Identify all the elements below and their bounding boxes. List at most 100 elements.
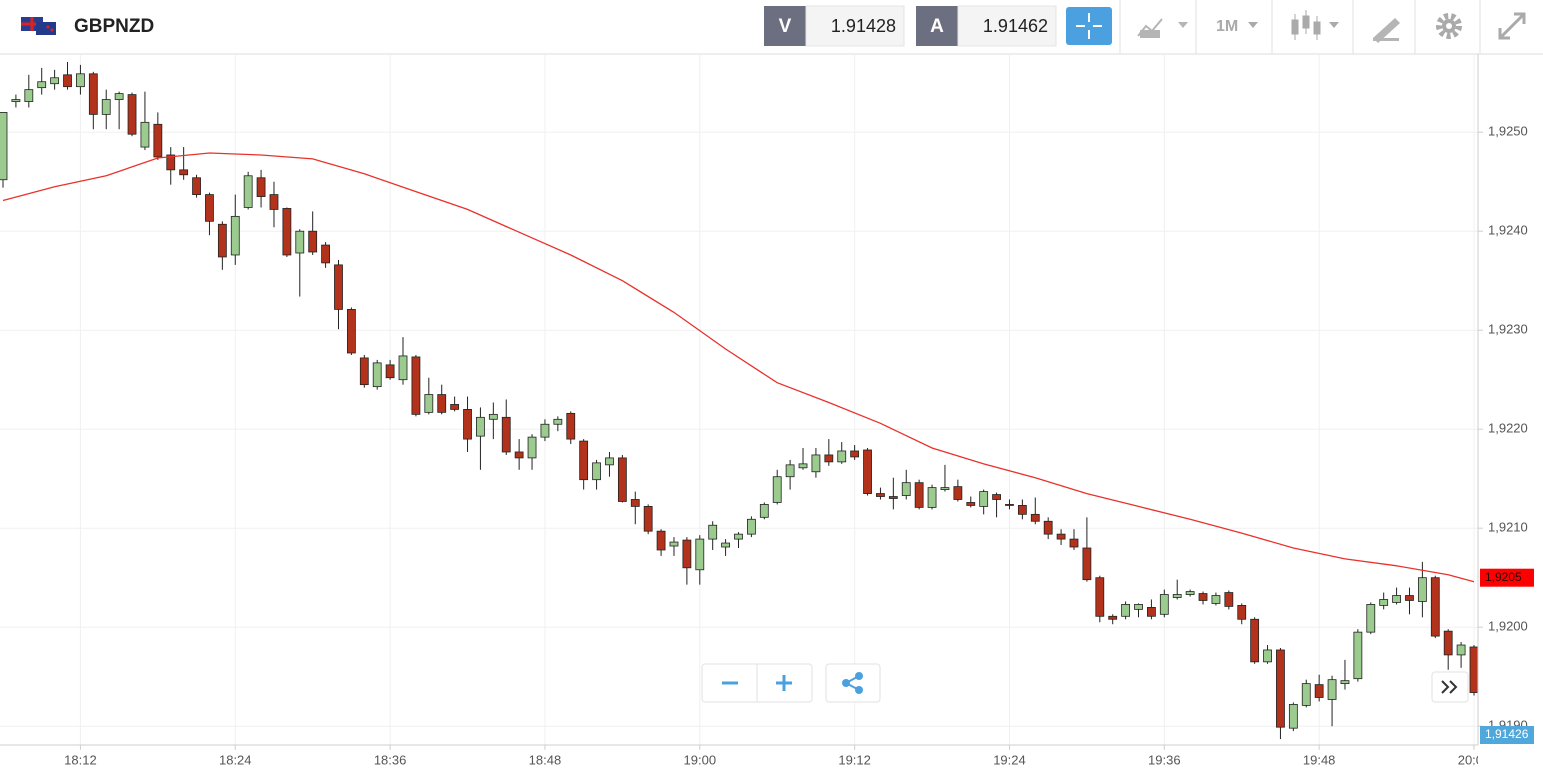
candle-body	[514, 451, 524, 459]
candle-body	[256, 177, 266, 197]
candle-body	[76, 73, 85, 88]
scroll-to-end-button[interactable]	[1431, 671, 1469, 703]
candle-body	[437, 394, 447, 413]
x-tick-label: 18:48	[529, 752, 562, 767]
timeframe-button[interactable]: 1M	[1216, 18, 1258, 35]
candle-body	[424, 394, 434, 413]
candle-body	[230, 215, 240, 256]
timeframe: 1M	[1216, 18, 1238, 35]
candle-body	[708, 524, 718, 540]
candle-body	[359, 357, 369, 386]
candle-body	[850, 450, 860, 458]
candle-body	[811, 454, 821, 473]
ask-label: A	[930, 16, 944, 37]
candle-body	[88, 73, 98, 115]
candle-body	[888, 496, 898, 499]
candle-body	[721, 542, 730, 548]
moving-average-line	[2, 152, 1475, 583]
candle-body	[1469, 646, 1478, 693]
candle-body	[1069, 538, 1079, 548]
chart-type-button[interactable]	[1137, 18, 1188, 38]
candle-body	[243, 175, 253, 208]
fullscreen-button[interactable]	[1498, 12, 1526, 40]
candle-body	[114, 93, 124, 100]
candle-body	[643, 506, 653, 532]
candle-body	[1043, 520, 1053, 535]
price-label-box	[1480, 568, 1534, 587]
candle-body	[759, 504, 769, 518]
candle-body	[153, 123, 163, 158]
candle-body	[617, 457, 627, 502]
ask-price: 1.91462	[983, 16, 1048, 36]
candle-body	[992, 494, 1001, 500]
candle-body	[1211, 595, 1221, 604]
candle-body	[1030, 513, 1040, 522]
x-tick-label: 19:00	[684, 752, 717, 767]
candle-body	[592, 462, 601, 481]
share-button[interactable]	[825, 663, 881, 703]
candle-body	[372, 362, 382, 388]
candle-body	[11, 99, 21, 102]
ask-box	[957, 5, 1057, 47]
y-tick-label: 1,9210	[1488, 520, 1528, 535]
candle-body	[205, 194, 214, 222]
draw-tool-button[interactable]	[1373, 18, 1400, 43]
candle-body	[798, 463, 808, 469]
candle-body	[837, 450, 847, 463]
candle-body	[1288, 704, 1298, 729]
settings-button[interactable]	[1436, 13, 1462, 39]
candle-body	[1327, 679, 1337, 700]
candle-body	[863, 449, 872, 494]
candle-body	[1366, 604, 1376, 633]
candle-body	[1147, 606, 1156, 617]
price-label: 1,91426	[1485, 727, 1529, 741]
price-label-box	[1480, 726, 1534, 744]
zoom-in-button[interactable]	[776, 675, 792, 691]
candle-body	[966, 502, 976, 506]
candle-body	[927, 487, 937, 508]
candle-body	[656, 530, 666, 551]
candle-body	[1134, 604, 1143, 610]
bid-box	[805, 5, 905, 47]
candle-body	[785, 464, 795, 478]
candle-body	[1379, 599, 1389, 606]
candle-body	[1301, 683, 1311, 706]
candle-body	[979, 491, 989, 507]
candle-body	[953, 486, 963, 500]
candle-body	[824, 454, 834, 463]
candle-body	[682, 539, 692, 569]
symbol: GBPNZD	[74, 16, 154, 37]
toolbar-separators	[1119, 0, 1481, 54]
candle-body	[772, 476, 782, 503]
candle-body	[605, 457, 614, 466]
candle-body	[63, 74, 72, 88]
ask-badge	[916, 6, 958, 46]
x-tick-label: 18:12	[64, 752, 97, 767]
crosshair-button[interactable]	[1066, 7, 1112, 45]
flag	[21, 17, 56, 35]
candle-body	[734, 533, 743, 540]
candle-body	[308, 230, 318, 253]
price-label: 1,9205	[1485, 570, 1522, 584]
candle-body	[463, 409, 472, 440]
candle-body	[1185, 591, 1195, 595]
candle-body	[695, 538, 705, 571]
plot-area: 18:12 18:24 18:36 18:48 19:00 19:12 19:24 19:36…	[0, 55, 1491, 767]
candle-body	[476, 416, 485, 437]
candle-body	[1430, 577, 1440, 637]
bid-price: 1.91428	[831, 16, 896, 36]
candle-body	[1417, 577, 1427, 602]
candle-body	[192, 177, 201, 195]
candle-body	[217, 223, 227, 258]
candle-body	[385, 364, 395, 379]
candle-style-button[interactable]	[1291, 10, 1339, 40]
x-tick-label: 19:12	[838, 752, 871, 767]
candle-body	[630, 499, 640, 507]
candle-body	[1392, 595, 1401, 603]
x-tick-label: 20:00	[1458, 752, 1491, 767]
candle-body	[1017, 505, 1027, 515]
bid-label: V	[779, 16, 792, 37]
candle-body	[1198, 593, 1208, 601]
